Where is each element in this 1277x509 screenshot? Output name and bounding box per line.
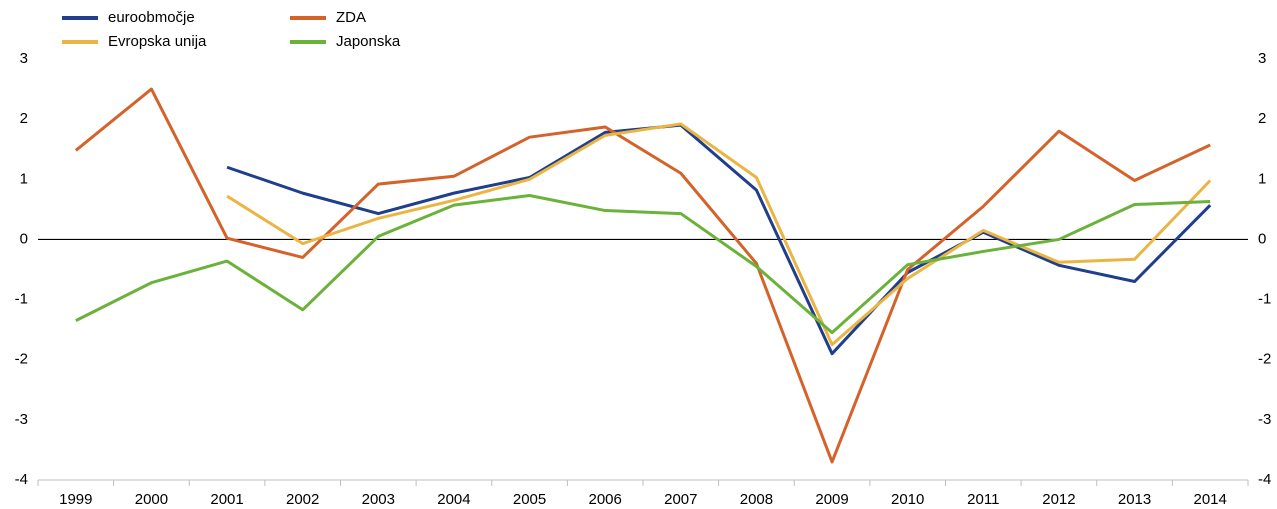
y2-tick-label: 1 bbox=[1258, 170, 1266, 187]
y2-tick-label: 0 bbox=[1258, 230, 1266, 247]
x-tick-label: 2013 bbox=[1118, 491, 1151, 508]
y-tick-label: -3 bbox=[15, 411, 28, 428]
series-line bbox=[226, 122, 1212, 347]
x-tick-label: 2006 bbox=[589, 491, 622, 508]
y-tick-label: 1 bbox=[20, 170, 28, 187]
y-tick-label: 2 bbox=[20, 110, 28, 127]
x-tick-label: 2007 bbox=[664, 491, 697, 508]
y-tick-label: 3 bbox=[20, 50, 28, 67]
x-tick-label: 1999 bbox=[59, 491, 92, 508]
x-tick-label: 2014 bbox=[1194, 491, 1227, 508]
x-tick-label: 2002 bbox=[286, 491, 319, 508]
x-tick-label: 2004 bbox=[437, 491, 470, 508]
x-tick-label: 2011 bbox=[967, 491, 999, 508]
series-line bbox=[226, 123, 1212, 356]
x-tick-label: 2005 bbox=[513, 491, 546, 508]
y2-tick-label: -1 bbox=[1258, 291, 1271, 308]
x-tick-label: 2000 bbox=[135, 491, 168, 508]
y-tick-label: -2 bbox=[15, 351, 28, 368]
x-tick-label: 2008 bbox=[740, 491, 773, 508]
series-line bbox=[75, 194, 1211, 335]
y2-tick-label: 3 bbox=[1258, 50, 1266, 67]
x-tick-label: 2009 bbox=[815, 491, 848, 508]
legend-label: Evropska unija bbox=[108, 33, 207, 50]
x-tick-label: 2003 bbox=[362, 491, 395, 508]
y2-tick-label: -4 bbox=[1258, 471, 1271, 488]
x-tick-label: 2010 bbox=[891, 491, 924, 508]
legend-label: ZDA bbox=[336, 9, 366, 26]
legend-label: Japonska bbox=[336, 33, 401, 50]
x-tick-label: 2012 bbox=[1042, 491, 1075, 508]
y-tick-label: 0 bbox=[20, 230, 28, 247]
x-tick-label: 2001 bbox=[210, 491, 243, 508]
y-tick-label: -1 bbox=[15, 291, 28, 308]
y2-tick-label: 2 bbox=[1258, 110, 1266, 127]
y2-tick-label: -2 bbox=[1258, 351, 1271, 368]
legend-label: euroobmočje bbox=[108, 9, 195, 26]
series-line bbox=[74, 87, 1211, 464]
y2-tick-label: -3 bbox=[1258, 411, 1271, 428]
y-tick-label: -4 bbox=[15, 471, 28, 488]
